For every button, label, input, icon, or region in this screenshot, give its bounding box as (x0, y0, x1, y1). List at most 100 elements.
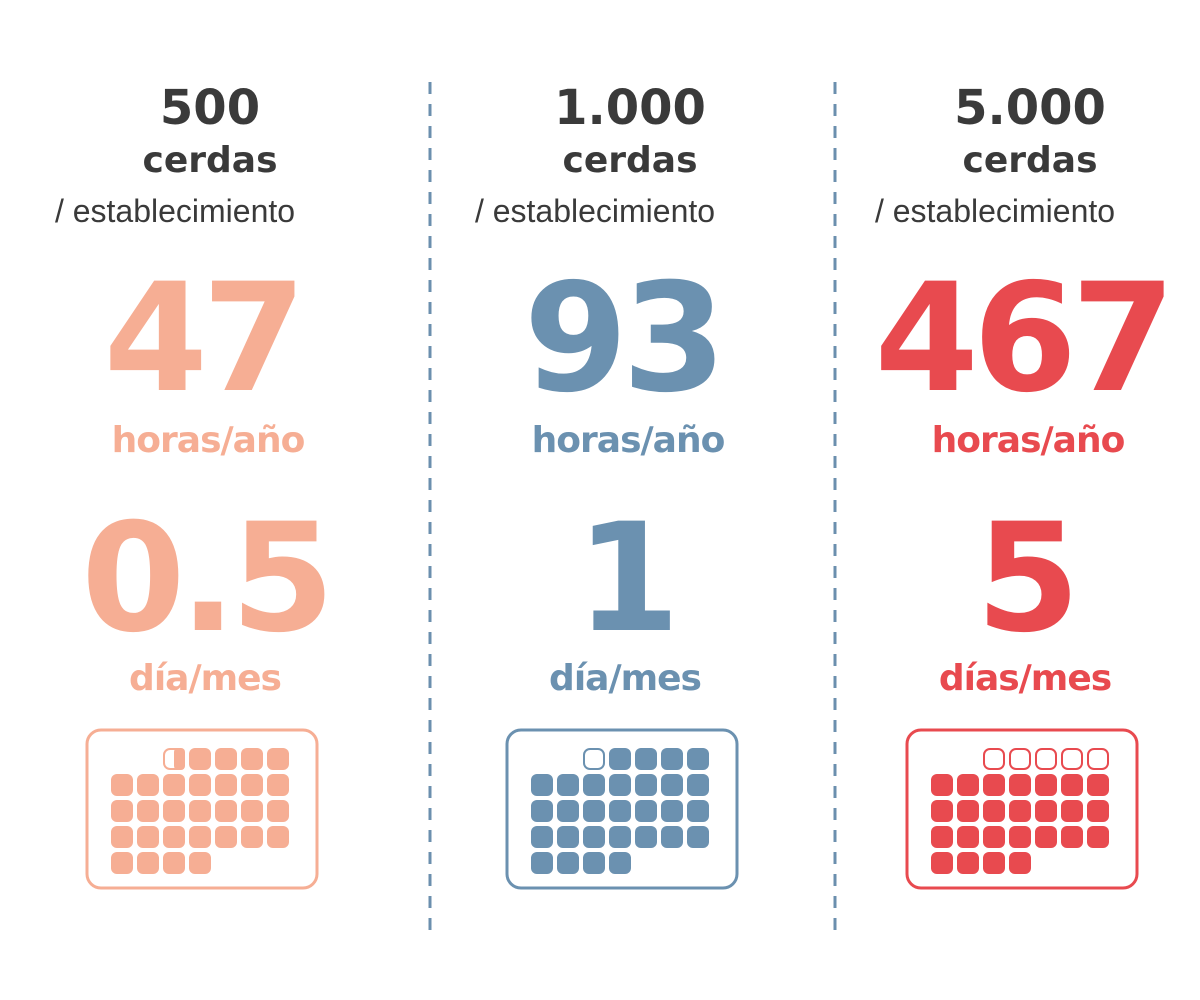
day-cell (687, 774, 709, 796)
days-unit: día/mes (129, 658, 281, 699)
day-cell (189, 800, 211, 822)
days-value: 0.5 (81, 492, 329, 666)
herd-per: / establecimiento (475, 193, 715, 229)
herd-unit: cerdas (563, 140, 698, 181)
day-cell (1087, 826, 1109, 848)
day-cell (661, 800, 683, 822)
day-cell (957, 800, 979, 822)
day-cell (1009, 800, 1031, 822)
day-cell (241, 800, 263, 822)
day-cell (531, 852, 553, 874)
day-cell (583, 826, 605, 848)
day-cell (267, 826, 289, 848)
day-cell (163, 826, 185, 848)
day-cell (687, 748, 709, 770)
day-cell (1035, 774, 1057, 796)
hours-unit: horas/año (112, 420, 305, 461)
day-cell (609, 800, 631, 822)
day-cell (661, 826, 683, 848)
day-cell (983, 826, 1005, 848)
day-cell (557, 774, 579, 796)
day-cell (189, 852, 211, 874)
day-cell (1061, 826, 1083, 848)
days-unit: día/mes (549, 658, 701, 699)
day-cell (609, 774, 631, 796)
day-cell (931, 826, 953, 848)
hours-unit: horas/año (532, 420, 725, 461)
day-cell (241, 748, 263, 770)
day-cell (267, 774, 289, 796)
day-cell (635, 774, 657, 796)
day-cell (609, 852, 631, 874)
day-cell (1009, 852, 1031, 874)
day-cell-outlined (583, 748, 605, 770)
days-unit: días/mes (939, 658, 1111, 699)
day-cell (163, 852, 185, 874)
calendar-frame (85, 728, 319, 890)
hours-value: 47 (104, 252, 301, 426)
day-cell (111, 826, 133, 848)
day-cell (189, 748, 211, 770)
day-cell (189, 774, 211, 796)
day-cell (983, 800, 1005, 822)
day-cell (931, 774, 953, 796)
day-cell (111, 774, 133, 796)
day-cell (557, 852, 579, 874)
day-cell (241, 826, 263, 848)
day-cell (215, 826, 237, 848)
calendar-icon (505, 728, 739, 890)
day-cell (1035, 826, 1057, 848)
day-cell (1035, 800, 1057, 822)
calendar-frame (905, 728, 1139, 890)
days-value: 5 (976, 492, 1074, 666)
day-cell (1087, 800, 1109, 822)
day-cell (957, 852, 979, 874)
hours-unit: horas/año (932, 420, 1125, 461)
day-cell-outlined (1009, 748, 1031, 770)
herd-size: 5.000 (954, 80, 1106, 136)
day-cell-half (174, 748, 185, 770)
day-cell (137, 826, 159, 848)
calendar-icon (905, 728, 1139, 890)
day-cell (635, 826, 657, 848)
day-cell (1009, 826, 1031, 848)
day-cell (583, 800, 605, 822)
day-cell-outlined (1061, 748, 1083, 770)
herd-unit: cerdas (143, 140, 278, 181)
day-cell (635, 800, 657, 822)
day-cell (215, 748, 237, 770)
day-cell (267, 748, 289, 770)
herd-per: / establecimiento (55, 193, 295, 229)
day-cell (111, 800, 133, 822)
hours-value: 467 (874, 252, 1169, 426)
day-cell (983, 774, 1005, 796)
day-cell (661, 748, 683, 770)
day-cell (1087, 774, 1109, 796)
day-cell-outlined (1035, 748, 1057, 770)
day-cell (215, 774, 237, 796)
hours-value: 93 (524, 252, 721, 426)
day-cell-outlined (983, 748, 1005, 770)
day-cell (983, 852, 1005, 874)
days-value: 1 (576, 492, 674, 666)
day-cell (687, 826, 709, 848)
day-cell (583, 852, 605, 874)
day-cell (163, 774, 185, 796)
day-cell (609, 748, 631, 770)
day-cell (137, 852, 159, 874)
day-cell (687, 800, 709, 822)
day-cell-outlined (1087, 748, 1109, 770)
day-cell (557, 800, 579, 822)
herd-size: 1.000 (554, 80, 706, 136)
day-cell (163, 800, 185, 822)
day-cell (215, 800, 237, 822)
day-cell (111, 852, 133, 874)
calendar-icon (85, 728, 319, 890)
day-cell (531, 800, 553, 822)
day-cell (1061, 774, 1083, 796)
day-cell (635, 748, 657, 770)
day-cell (137, 800, 159, 822)
day-cell (531, 826, 553, 848)
day-cell (1009, 774, 1031, 796)
